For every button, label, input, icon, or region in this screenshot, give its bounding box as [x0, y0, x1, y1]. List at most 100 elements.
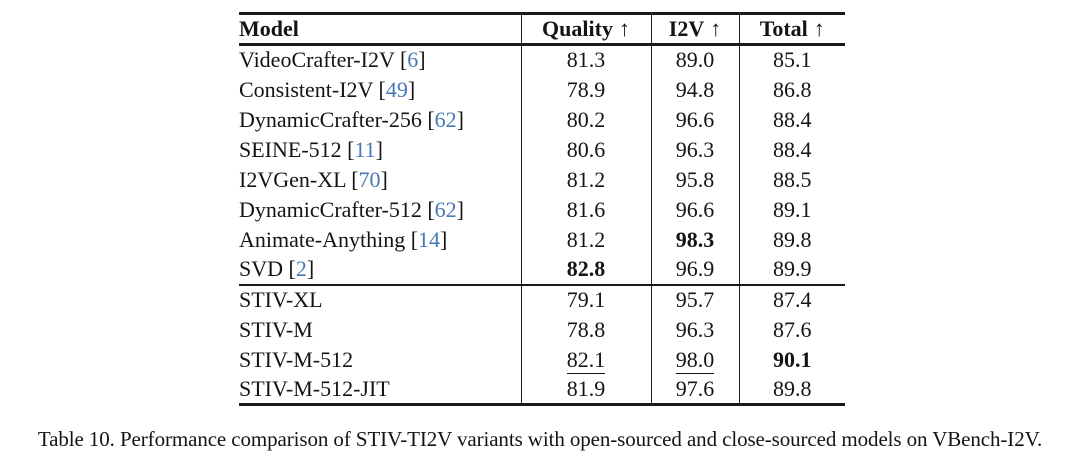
citation-link[interactable]: 2 — [295, 256, 307, 281]
col-header-total-label: Total — [759, 16, 808, 41]
total-value-cell: 87.4 — [738, 284, 845, 315]
total-value-cell: 89.1 — [738, 194, 845, 225]
citation-bracket: [ — [405, 226, 419, 252]
i2v-value: 96.6 — [675, 196, 715, 222]
model-name-cell: STIV-M-512 — [239, 345, 521, 375]
total-value: 90.1 — [773, 346, 812, 372]
citation-link[interactable]: 62 — [434, 106, 457, 132]
total-value: 85.1 — [773, 47, 812, 73]
citation-bracket: ] — [418, 47, 426, 73]
col-header-model: Model — [239, 14, 521, 45]
table-row: SEINE-512 [11] 80.6 96.3 88.4 — [239, 134, 845, 165]
total-value-cell: 88.5 — [738, 164, 845, 195]
model-name: I2VGen-XL — [239, 166, 346, 192]
results-table: Model Quality ↑ I2V ↑ Total ↑ VideoCrafter-… — [239, 12, 845, 406]
quality-value: 81.2 — [566, 166, 606, 192]
i2v-value-cell: 96.9 — [650, 254, 739, 285]
quality-value-cell: 82.1 — [520, 344, 651, 375]
i2v-value-cell: 96.3 — [650, 134, 739, 165]
model-name: SVD — [239, 256, 284, 281]
up-arrow-icon: ↑ — [618, 16, 630, 41]
citation-link[interactable]: 70 — [358, 166, 381, 192]
col-header-quality-label: Quality — [542, 16, 613, 41]
citation-bracket: ] — [407, 76, 416, 102]
citation-bracket: [ — [345, 166, 359, 192]
citation-bracket: [ — [421, 196, 435, 222]
citation-bracket: ] — [375, 136, 383, 162]
i2v-value-cell: 98.0 — [650, 344, 739, 375]
total-value: 89.9 — [773, 256, 812, 281]
quality-value: 81.6 — [566, 196, 606, 222]
model-name: DynamicCrafter-512 — [239, 196, 422, 222]
model-name: SEINE-512 — [239, 136, 342, 162]
model-name: STIV-M-512 — [239, 346, 354, 372]
col-header-model-label: Model — [239, 16, 299, 41]
table-row: STIV-M-512-JIT 81.9 97.6 89.8 — [239, 374, 845, 405]
quality-value-cell: 81.3 — [520, 44, 651, 75]
citation-link[interactable]: 11 — [354, 136, 376, 162]
i2v-value: 96.9 — [675, 256, 715, 281]
total-value: 87.4 — [773, 287, 812, 312]
i2v-value: 96.3 — [675, 316, 715, 342]
citation-link[interactable]: 14 — [418, 226, 441, 252]
model-name: VideoCrafter-I2V — [239, 47, 395, 73]
total-value-cell: 87.6 — [738, 314, 845, 345]
total-value: 88.4 — [773, 136, 812, 162]
table-row: STIV-XL 79.1 95.7 87.4 — [239, 284, 845, 315]
quality-value-cell: 79.1 — [520, 284, 651, 315]
model-name: Consistent-I2V — [239, 76, 374, 102]
quality-value-cell: 82.8 — [520, 254, 651, 285]
quality-value: 78.8 — [566, 316, 606, 342]
quality-value-cell: 80.2 — [520, 104, 651, 135]
model-name-cell: I2VGen-XL [70] — [239, 165, 521, 195]
table-row: DynamicCrafter-256 [62] 80.2 96.6 88.4 — [239, 104, 845, 135]
citation-bracket: [ — [421, 106, 435, 132]
citation-bracket: [ — [373, 76, 386, 102]
total-value: 87.6 — [773, 316, 812, 342]
citation-link[interactable]: 62 — [434, 196, 457, 222]
total-value: 88.4 — [773, 106, 812, 132]
col-header-quality: Quality ↑ — [520, 13, 651, 45]
i2v-value: 96.3 — [675, 136, 715, 162]
table-row: I2VGen-XL [70] 81.2 95.8 88.5 — [239, 164, 845, 195]
i2v-value: 96.6 — [675, 106, 715, 132]
quality-value: 82.8 — [566, 256, 606, 281]
model-name-cell: STIV-M — [239, 315, 521, 345]
col-header-total: Total ↑ — [738, 13, 845, 45]
total-value-cell: 85.1 — [738, 44, 845, 75]
citation-bracket: ] — [306, 256, 315, 281]
citation-bracket: ] — [456, 196, 464, 222]
i2v-value-cell: 89.0 — [650, 44, 739, 75]
quality-value: 80.2 — [566, 106, 606, 132]
table-row: STIV-M 78.8 96.3 87.6 — [239, 314, 845, 345]
i2v-value: 97.6 — [675, 375, 715, 401]
total-value: 88.5 — [773, 166, 812, 192]
quality-value-cell: 80.6 — [520, 134, 651, 165]
model-name-cell: SEINE-512 [11] — [239, 135, 521, 165]
citation-link[interactable]: 6 — [407, 47, 419, 73]
model-name: STIV-XL — [239, 287, 323, 312]
i2v-value: 94.8 — [675, 76, 715, 102]
table-header: Model Quality ↑ I2V ↑ Total ↑ — [239, 13, 845, 45]
citation-bracket: ] — [380, 166, 388, 192]
total-value-cell: 86.8 — [738, 74, 845, 105]
total-value-cell: 89.8 — [738, 374, 845, 405]
quality-value-cell: 81.9 — [520, 374, 651, 405]
i2v-value: 95.8 — [675, 166, 715, 192]
quality-value: 81.9 — [566, 375, 606, 401]
model-name-cell: STIV-XL — [239, 285, 521, 315]
header-row: Model Quality ↑ I2V ↑ Total ↑ — [239, 13, 845, 45]
model-name-cell: SVD [2] — [239, 255, 521, 285]
total-value-cell: 88.4 — [738, 134, 845, 165]
table-row: SVD [2] 82.8 96.9 89.9 — [239, 254, 845, 285]
table-row: Consistent-I2V [49] 78.9 94.8 86.8 — [239, 74, 845, 105]
total-value-cell: 89.9 — [738, 254, 845, 285]
total-value-cell: 89.8 — [738, 224, 845, 255]
model-name: STIV-M-512-JIT — [239, 375, 390, 401]
citation-link[interactable]: 49 — [385, 76, 408, 102]
i2v-value-cell: 96.6 — [650, 194, 739, 225]
i2v-value: 89.0 — [675, 47, 715, 73]
citation-bracket: [ — [341, 136, 355, 162]
quality-value-cell: 81.2 — [520, 224, 651, 255]
